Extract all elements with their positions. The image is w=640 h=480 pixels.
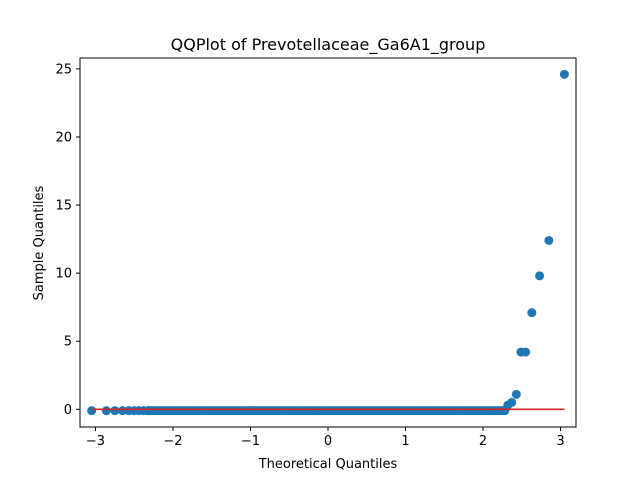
y-tick-label: 15	[55, 199, 72, 214]
y-tick-label: 20	[55, 130, 72, 145]
y-tick-label: 0	[64, 403, 72, 418]
x-tick-label: 1	[401, 434, 409, 449]
data-point	[110, 406, 120, 416]
chart-title: QQPlot of Prevotellaceae_Ga6A1_group	[171, 35, 486, 55]
data-point	[118, 406, 128, 416]
x-axis-label: Theoretical Quantiles	[258, 457, 398, 472]
x-tick-label: −1	[241, 434, 260, 449]
data-point	[87, 406, 97, 416]
y-tick-label: 5	[64, 335, 72, 350]
data-point	[143, 406, 153, 416]
data-point	[521, 347, 531, 357]
y-axis: 0 5 10 15 20 25	[55, 62, 80, 418]
x-tick-label: 3	[556, 434, 564, 449]
y-axis-label: Sample Quantiles	[32, 185, 47, 300]
data-point	[507, 397, 517, 407]
data-point	[511, 389, 521, 399]
y-tick-label: 25	[55, 62, 72, 77]
x-tick-label: −3	[86, 434, 105, 449]
x-tick-label: −2	[163, 434, 182, 449]
x-axis: −3 −2 −1 0 1 2 3	[86, 427, 565, 449]
plot-area	[87, 69, 569, 416]
y-tick-label: 10	[55, 267, 72, 282]
data-point	[101, 406, 111, 416]
x-tick-label: 2	[479, 434, 487, 449]
x-tick-label: 0	[324, 434, 332, 449]
data-point	[544, 235, 554, 245]
data-point	[535, 271, 545, 281]
data-point	[559, 69, 569, 79]
data-point	[527, 308, 537, 318]
